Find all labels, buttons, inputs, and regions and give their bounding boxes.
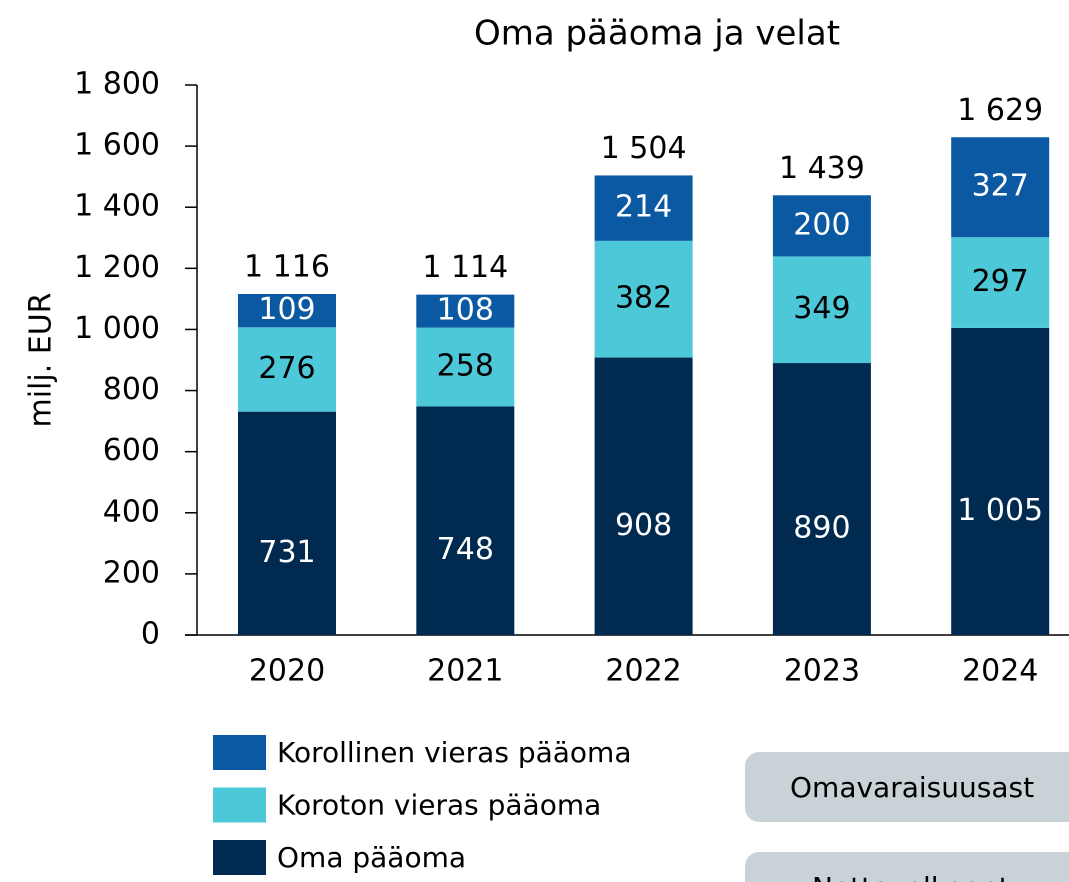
bar-segment	[238, 411, 336, 635]
bar-segment	[416, 327, 515, 407]
x-tick-label: 2020	[249, 654, 325, 689]
total-label: 1 114	[422, 250, 508, 285]
bar-segment	[772, 256, 871, 364]
total-label: 1 504	[601, 131, 687, 166]
x-tick-label: 2024	[962, 654, 1038, 689]
x-tick-label: 2022	[605, 654, 681, 689]
button-bg	[745, 852, 1069, 882]
data-label: 890	[793, 511, 850, 546]
data-label: 200	[793, 207, 850, 242]
data-label: 748	[437, 532, 494, 567]
y-tick-label: 800	[103, 372, 160, 407]
y-axis-label: milj. EUR	[24, 292, 59, 427]
bar-segment	[772, 363, 871, 635]
legend-label: Koroton vieras pääoma	[277, 789, 601, 822]
button-label[interactable]: Omavaraisuusast	[790, 771, 1034, 804]
data-label: 327	[972, 169, 1029, 204]
bar-segment	[416, 406, 515, 635]
button-bg	[745, 752, 1069, 822]
legend-swatch	[213, 840, 266, 875]
data-label: 297	[972, 264, 1029, 299]
data-label: 214	[615, 190, 672, 225]
bar-segment	[594, 240, 693, 358]
data-label: 731	[258, 535, 315, 570]
total-label: 1 629	[957, 93, 1043, 128]
y-tick-label: 1 800	[74, 67, 160, 102]
bar-segment	[416, 294, 515, 328]
x-tick-label: 2023	[784, 654, 860, 689]
data-label: 276	[258, 351, 315, 386]
legend-label: Oma pääoma	[277, 841, 466, 874]
legend-label: Korollinen vieras pääoma	[277, 736, 631, 769]
y-tick-label: 200	[103, 555, 160, 590]
bar-segment	[238, 327, 336, 412]
button[interactable]: Omavaraisuusast	[745, 752, 1069, 822]
bar-segment	[951, 327, 1050, 635]
data-label: 382	[615, 281, 672, 316]
button-label[interactable]: Nettovelkaantu	[812, 871, 1027, 882]
y-tick-label: 1 000	[74, 311, 160, 346]
bar-segment	[594, 175, 693, 241]
data-label: 109	[258, 292, 315, 327]
bar-segment	[951, 137, 1050, 238]
y-tick-label: 400	[103, 494, 160, 529]
data-label: 258	[437, 349, 494, 384]
y-tick-label: 0	[141, 617, 160, 652]
data-label: 1 005	[957, 493, 1043, 528]
bar-segment	[772, 195, 871, 257]
data-label: 908	[615, 508, 672, 543]
legend-swatch	[213, 735, 266, 770]
y-tick-label: 600	[103, 433, 160, 468]
total-label: 1 116	[244, 250, 330, 285]
button[interactable]: Nettovelkaantu	[745, 852, 1069, 882]
y-tick-label: 1 400	[74, 189, 160, 224]
y-tick-label: 1 600	[74, 128, 160, 163]
bar-segment	[951, 237, 1050, 328]
data-label: 349	[793, 291, 850, 326]
y-tick-label: 1 200	[74, 250, 160, 285]
data-label: 108	[437, 293, 494, 328]
total-label: 1 439	[779, 151, 865, 186]
x-tick-label: 2021	[427, 654, 503, 689]
chart-title: Oma pääoma ja velat	[474, 14, 840, 54]
bar-segment	[238, 294, 336, 328]
legend-swatch	[213, 787, 266, 823]
bar-segment	[594, 357, 693, 635]
